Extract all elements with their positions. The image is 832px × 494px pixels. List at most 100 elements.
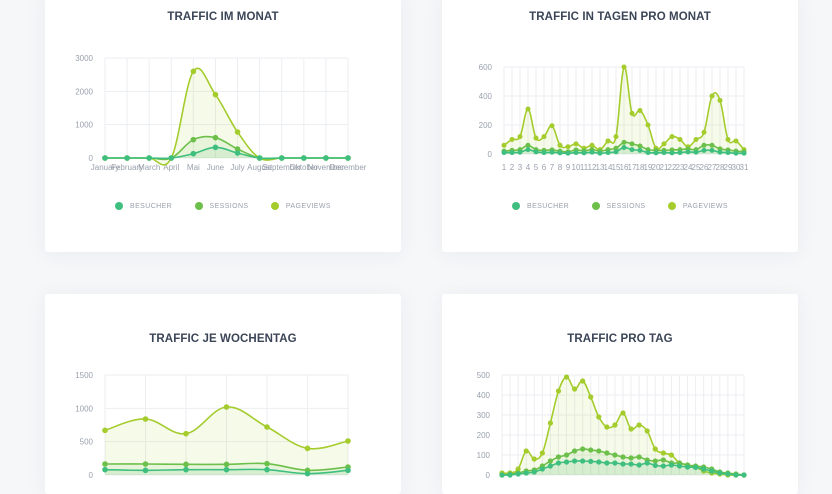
legend-item-pageviews[interactable]: PAGEVIEWS (667, 202, 728, 210)
data-point (709, 142, 715, 148)
data-point (264, 466, 270, 473)
data-point (541, 150, 547, 156)
data-point (589, 149, 595, 155)
data-point (636, 462, 642, 468)
data-point (621, 64, 627, 70)
y-tick-label: 300 (477, 411, 491, 420)
x-tick-label: 31 (740, 163, 749, 172)
data-point (234, 150, 241, 156)
data-point (652, 458, 658, 464)
data-point (621, 139, 627, 145)
data-point (525, 147, 531, 153)
series-area (502, 376, 744, 476)
data-point (515, 466, 521, 472)
data-point (142, 461, 149, 467)
data-point (741, 150, 747, 156)
x-tick-label: 20 (652, 163, 661, 172)
x-tick-label: 9 (566, 163, 571, 172)
data-point (596, 459, 602, 465)
x-tick-label: August (247, 163, 273, 172)
data-point (547, 420, 553, 426)
data-point (684, 464, 691, 470)
series-pageviews (501, 64, 747, 154)
legend-item-besucher[interactable]: BESUCHER (512, 202, 569, 210)
x-tick-label: 2 (510, 163, 515, 172)
x-tick-label: April (163, 163, 179, 172)
data-point (523, 448, 529, 454)
data-point (507, 472, 513, 478)
data-point (637, 147, 643, 153)
series-besucher (102, 144, 351, 161)
x-tick-label: 19 (644, 163, 653, 172)
x-tick-label: 22 (668, 163, 677, 172)
data-point (628, 426, 634, 432)
y-tick-label: 100 (477, 451, 491, 460)
data-point (102, 155, 108, 161)
data-point (549, 123, 555, 129)
data-point (517, 149, 523, 155)
series-besucher (499, 458, 747, 478)
data-point (613, 149, 619, 155)
data-point (661, 141, 667, 147)
chart-legend: BESUCHER SESSIONS PAGEVIEWS (442, 202, 798, 212)
y-tick-label: 500 (80, 438, 94, 447)
data-point (644, 428, 650, 434)
y-tick-label: 200 (477, 431, 491, 440)
data-point (572, 386, 578, 392)
chart-grid (104, 57, 349, 159)
data-point (146, 155, 152, 161)
series-area (105, 406, 348, 475)
data-point (645, 122, 651, 128)
chart-card-traffic-je-wochentag: TRAFFIC JE WOCHENTAG 0 500 1000 1500 (45, 294, 401, 494)
data-point (212, 134, 219, 141)
data-point (733, 150, 739, 156)
data-point (541, 134, 547, 140)
chart-legend: BESUCHER SESSIONS PAGEVIEWS (45, 202, 401, 212)
data-point (709, 468, 715, 474)
data-point (102, 466, 108, 473)
y-tick-label: 2000 (75, 87, 93, 96)
legend-item-pageviews[interactable]: PAGEVIEWS (270, 202, 331, 210)
x-tick-label: 16 (620, 163, 629, 172)
data-point (223, 461, 230, 468)
data-point (304, 470, 311, 477)
data-point (573, 150, 579, 156)
data-point (555, 454, 562, 460)
data-point (531, 469, 537, 475)
data-point (557, 142, 563, 148)
legend-item-sessions[interactable]: SESSIONS (591, 202, 646, 210)
x-tick-label: 28 (716, 163, 725, 172)
data-point (573, 141, 579, 147)
data-point (676, 463, 683, 469)
data-point (717, 470, 723, 476)
data-point (605, 150, 611, 156)
data-point (264, 424, 270, 430)
data-point (499, 472, 505, 478)
y-tick-label: 1000 (75, 404, 93, 413)
x-tick-label: September (262, 163, 301, 172)
data-point (693, 464, 699, 470)
legend-item-besucher[interactable]: BESUCHER (115, 202, 172, 210)
x-tick-label: 6 (542, 163, 547, 172)
data-point (533, 149, 539, 155)
y-tick-label: 0 (486, 471, 491, 480)
data-point (256, 155, 263, 161)
data-point (555, 388, 562, 394)
x-tick-label: July (230, 163, 244, 172)
data-point (629, 110, 635, 116)
data-point (565, 150, 571, 156)
data-point (565, 144, 571, 150)
series-area (502, 460, 744, 476)
data-point (612, 460, 618, 466)
x-tick-label: June (207, 163, 225, 172)
data-point (501, 150, 507, 156)
data-point (621, 144, 627, 150)
x-tick-label: 13 (596, 163, 605, 172)
legend-dot (667, 202, 676, 210)
x-tick-label: 27 (708, 163, 717, 172)
legend-item-sessions[interactable]: SESSIONS (194, 202, 249, 210)
series-area (504, 66, 744, 154)
x-tick-label: 26 (700, 163, 709, 172)
data-point (628, 455, 634, 461)
